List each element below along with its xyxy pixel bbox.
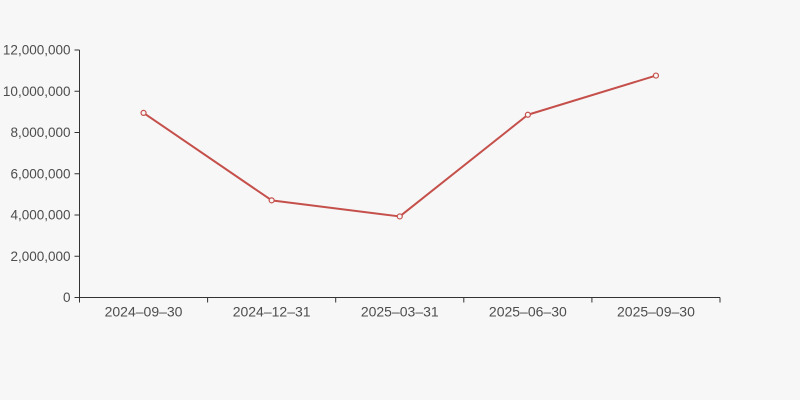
- data-point-marker[interactable]: [524, 111, 531, 118]
- x-axis-label: 2025–03–31: [361, 304, 439, 320]
- x-axis-label: 2025–06–30: [489, 304, 567, 320]
- data-point-marker[interactable]: [140, 109, 147, 117]
- series-line: [142, 74, 657, 218]
- x-axis-label: 2024–09–30: [105, 304, 183, 320]
- y-axis-label: 12,000,000: [3, 43, 71, 58]
- y-axis-label: 6,000,000: [10, 166, 70, 181]
- x-axis-label: 2024–12–31: [233, 304, 311, 320]
- data-point-marker[interactable]: [396, 213, 403, 220]
- x-axis-label: 2025–09–30: [617, 304, 695, 320]
- y-axis-label: 2,000,000: [10, 249, 70, 264]
- data-point-marker[interactable]: [268, 197, 275, 204]
- y-axis-label: 0: [63, 290, 71, 305]
- data-point-marker[interactable]: [652, 72, 660, 79]
- y-axis-label: 8,000,000: [10, 125, 70, 140]
- y-axis-label: 4,000,000: [10, 208, 70, 223]
- y-axis-label: 10,000,000: [3, 84, 71, 99]
